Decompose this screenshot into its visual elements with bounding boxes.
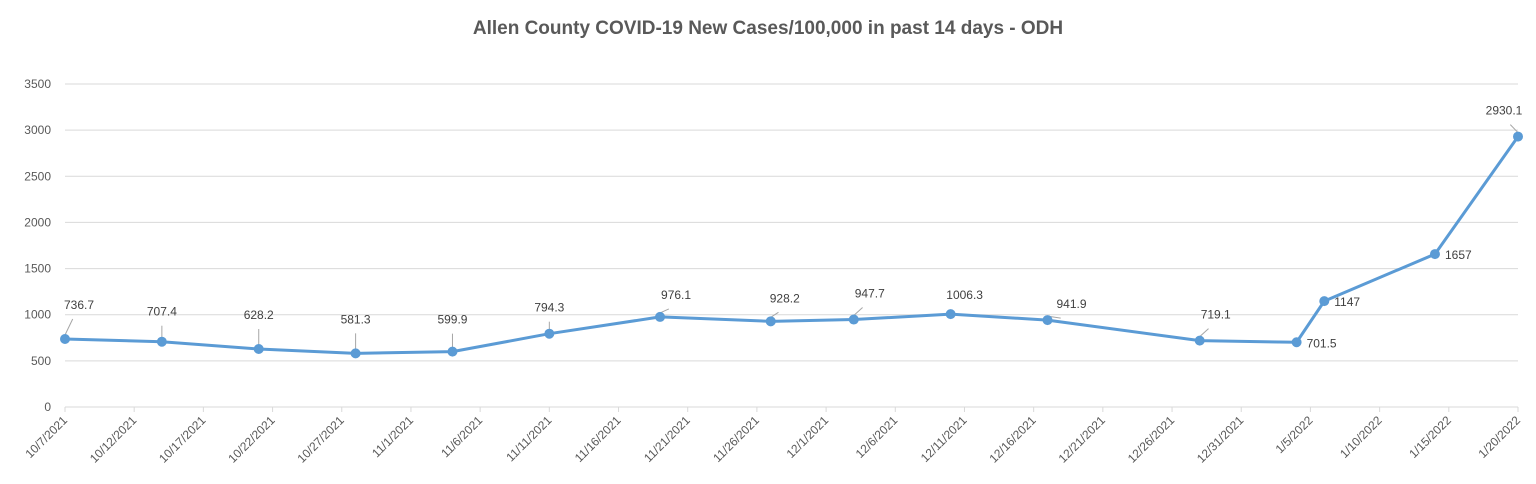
x-tick-label: 10/27/2021 <box>295 413 348 466</box>
x-tick-label: 12/21/2021 <box>1056 413 1109 466</box>
x-tick-label: 12/26/2021 <box>1125 413 1178 466</box>
y-tick-label: 500 <box>31 354 51 368</box>
y-tick-label: 3500 <box>24 77 51 91</box>
data-label: 628.2 <box>244 308 274 322</box>
data-label-leader <box>1509 124 1519 133</box>
data-label: 736.7 <box>64 298 94 312</box>
x-tick-label: 11/1/2021 <box>369 413 416 460</box>
data-label-leader <box>1199 328 1209 338</box>
series-line <box>63 135 1520 355</box>
x-tick-label: 1/10/2022 <box>1337 413 1385 461</box>
data-label: 947.7 <box>855 287 885 301</box>
data-label: 707.4 <box>147 305 177 319</box>
data-label: 1657 <box>1445 248 1472 262</box>
x-tick-label: 10/12/2021 <box>87 413 140 466</box>
data-label: 719.1 <box>1201 308 1231 322</box>
data-label: 581.3 <box>341 312 371 326</box>
x-tick-label: 12/16/2021 <box>986 413 1039 466</box>
data-point <box>1042 315 1053 326</box>
data-label: 599.9 <box>437 313 467 327</box>
x-tick-label: 12/6/2021 <box>853 413 901 461</box>
x-tick-label: 1/15/2022 <box>1406 413 1454 461</box>
x-tick-label: 1/5/2022 <box>1273 413 1316 456</box>
y-tick-label: 0 <box>44 400 51 414</box>
y-tick-label: 2000 <box>24 215 51 229</box>
data-point <box>945 309 956 320</box>
x-tick-label: 12/11/2021 <box>918 413 970 465</box>
data-point <box>156 336 167 347</box>
data-label-leader <box>770 311 779 318</box>
x-tick-label: 11/21/2021 <box>641 413 693 465</box>
x-tick-label: 1/20/2022 <box>1475 413 1523 461</box>
chart-title: Allen County COVID-19 New Cases/100,000 … <box>472 18 1064 39</box>
data-label: 1147 <box>1334 295 1360 309</box>
data-label-leader <box>853 307 863 316</box>
data-point <box>1194 335 1205 346</box>
data-point <box>60 334 70 345</box>
x-tick-label: 10/7/2021 <box>22 413 70 461</box>
data-label: 928.2 <box>770 291 800 305</box>
y-tick-label: 1500 <box>24 262 51 276</box>
data-label: 701.5 <box>1307 336 1337 350</box>
x-tick-label: 10/17/2021 <box>156 413 209 466</box>
x-tick-label: 11/16/2021 <box>572 413 624 465</box>
data-label: 976.1 <box>661 288 691 302</box>
data-point <box>447 346 458 357</box>
data-point <box>1429 249 1440 260</box>
data-label-leader <box>64 318 74 336</box>
data-label: 1006.3 <box>946 288 983 302</box>
x-tick-label: 10/22/2021 <box>225 413 278 466</box>
data-point <box>544 328 555 339</box>
data-point <box>350 348 361 359</box>
x-tick-label: 11/26/2021 <box>710 413 762 465</box>
x-tick-label: 11/11/2021 <box>503 413 554 464</box>
y-tick-label: 2500 <box>24 169 51 183</box>
data-label: 794.3 <box>534 301 564 315</box>
data-point <box>848 314 859 325</box>
data-point <box>765 316 776 327</box>
data-point <box>253 344 264 355</box>
x-tick-label: 11/6/2021 <box>438 413 485 460</box>
y-tick-label: 1000 <box>24 308 51 322</box>
y-tick-label: 3000 <box>24 123 51 137</box>
data-label: 2930.1 <box>1486 104 1523 118</box>
data-point <box>1319 296 1330 307</box>
x-tick-label: 12/31/2021 <box>1194 413 1247 466</box>
x-tick-label: 12/1/2021 <box>784 413 832 461</box>
data-label: 941.9 <box>1056 297 1086 311</box>
data-point <box>1291 337 1302 348</box>
data-point <box>655 311 666 322</box>
data-point <box>1513 131 1523 142</box>
